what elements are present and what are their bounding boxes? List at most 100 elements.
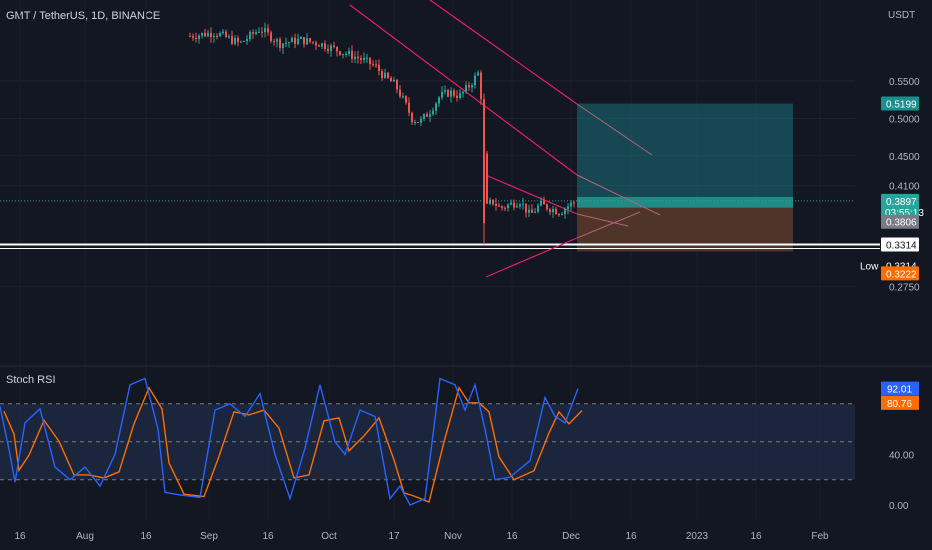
- candle-body: [273, 41, 275, 43]
- candle-body: [189, 36, 191, 38]
- candle: [255, 29, 257, 36]
- price-axis-tick: 0.2750: [889, 283, 920, 294]
- candle-body: [372, 64, 374, 66]
- candle-body: [453, 90, 455, 96]
- candle-body: [408, 102, 410, 113]
- time-axis-label: Nov: [444, 531, 462, 542]
- candle: [462, 91, 464, 98]
- candle: [378, 59, 380, 76]
- candle-body: [201, 32, 203, 36]
- candle: [327, 44, 329, 54]
- candle-body: [357, 56, 359, 59]
- badge-value: 0.3222: [886, 269, 917, 280]
- candle-body: [210, 32, 212, 38]
- candle-body: [192, 36, 194, 38]
- candle-body: [276, 39, 278, 42]
- time-axis-label: 16: [262, 531, 274, 542]
- candle: [489, 197, 491, 206]
- stoch-d-badge: 80.76: [881, 395, 919, 410]
- badge-bg: [881, 214, 919, 229]
- candle: [480, 70, 482, 105]
- candle-body: [516, 206, 518, 208]
- badge-value: 92.01: [887, 385, 912, 396]
- price-badge: 0.3222: [881, 266, 919, 281]
- candle-body: [285, 42, 287, 44]
- candle-body: [426, 114, 428, 117]
- candle-body: [480, 72, 482, 100]
- candle-body: [396, 79, 398, 90]
- candle-body: [555, 208, 557, 215]
- candle-body: [225, 31, 227, 37]
- triangle-top: [487, 175, 578, 215]
- candle: [342, 53, 344, 59]
- time-axis-label: Sep: [200, 531, 218, 542]
- candle: [222, 28, 224, 35]
- time-axis-label: Aug: [76, 531, 94, 542]
- candle-body: [204, 32, 206, 37]
- candle-body: [270, 32, 272, 42]
- candle: [294, 33, 296, 49]
- candle-body: [444, 90, 446, 92]
- candle: [345, 51, 347, 58]
- candle-body: [552, 208, 554, 213]
- candle: [198, 33, 200, 44]
- candle: [492, 199, 494, 207]
- candle: [483, 95, 485, 245]
- candle: [300, 36, 302, 40]
- candle: [534, 208, 536, 214]
- candle: [219, 31, 221, 38]
- candle-body: [243, 41, 245, 43]
- stoch-k-line: [0, 377, 579, 506]
- candle: [420, 116, 422, 127]
- candle-body: [306, 38, 308, 45]
- trendline-mid-ext: [576, 174, 661, 216]
- candle-body: [369, 57, 371, 65]
- candle-body: [330, 45, 332, 52]
- candle-body: [447, 90, 449, 97]
- candle-body: [351, 50, 353, 59]
- trendline-upper-ext: [576, 103, 653, 156]
- candle-body: [354, 56, 356, 59]
- candle: [324, 40, 326, 52]
- candle-body: [297, 38, 299, 44]
- candle-body: [423, 114, 425, 119]
- candle: [531, 204, 533, 213]
- candle-body: [402, 96, 404, 98]
- candle-body: [198, 35, 200, 40]
- candle: [423, 113, 425, 122]
- badge-value: 80.76: [887, 399, 912, 410]
- candle-body: [525, 203, 527, 213]
- time-axis-label: Oct: [321, 531, 337, 542]
- candle: [501, 205, 503, 211]
- candle-body: [375, 64, 377, 66]
- candle: [396, 78, 398, 94]
- candle-body: [360, 58, 362, 60]
- candle: [507, 203, 509, 212]
- candle-body: [327, 48, 329, 52]
- candle: [363, 52, 365, 64]
- candle-body: [474, 75, 476, 86]
- candle-body: [336, 46, 338, 52]
- candle: [231, 30, 233, 46]
- candle-body: [318, 45, 320, 47]
- candle-body: [246, 39, 248, 42]
- price-axis-tick: 0.5500: [889, 77, 920, 88]
- candle-body: [564, 208, 566, 214]
- candle: [285, 37, 287, 48]
- candle: [519, 202, 521, 209]
- candle: [525, 203, 527, 218]
- time-axis-label: 16: [750, 531, 762, 542]
- candle: [537, 203, 539, 214]
- candle: [414, 119, 416, 126]
- badge-bg: [881, 395, 919, 410]
- candle: [354, 51, 356, 64]
- candle-body: [207, 32, 209, 37]
- candle-body: [504, 207, 506, 209]
- candle: [276, 37, 278, 48]
- stoch-k-badge: 92.01: [881, 381, 919, 396]
- candle-body: [291, 37, 293, 43]
- candle-body: [570, 202, 572, 207]
- badge-value: 0.3897: [886, 197, 917, 208]
